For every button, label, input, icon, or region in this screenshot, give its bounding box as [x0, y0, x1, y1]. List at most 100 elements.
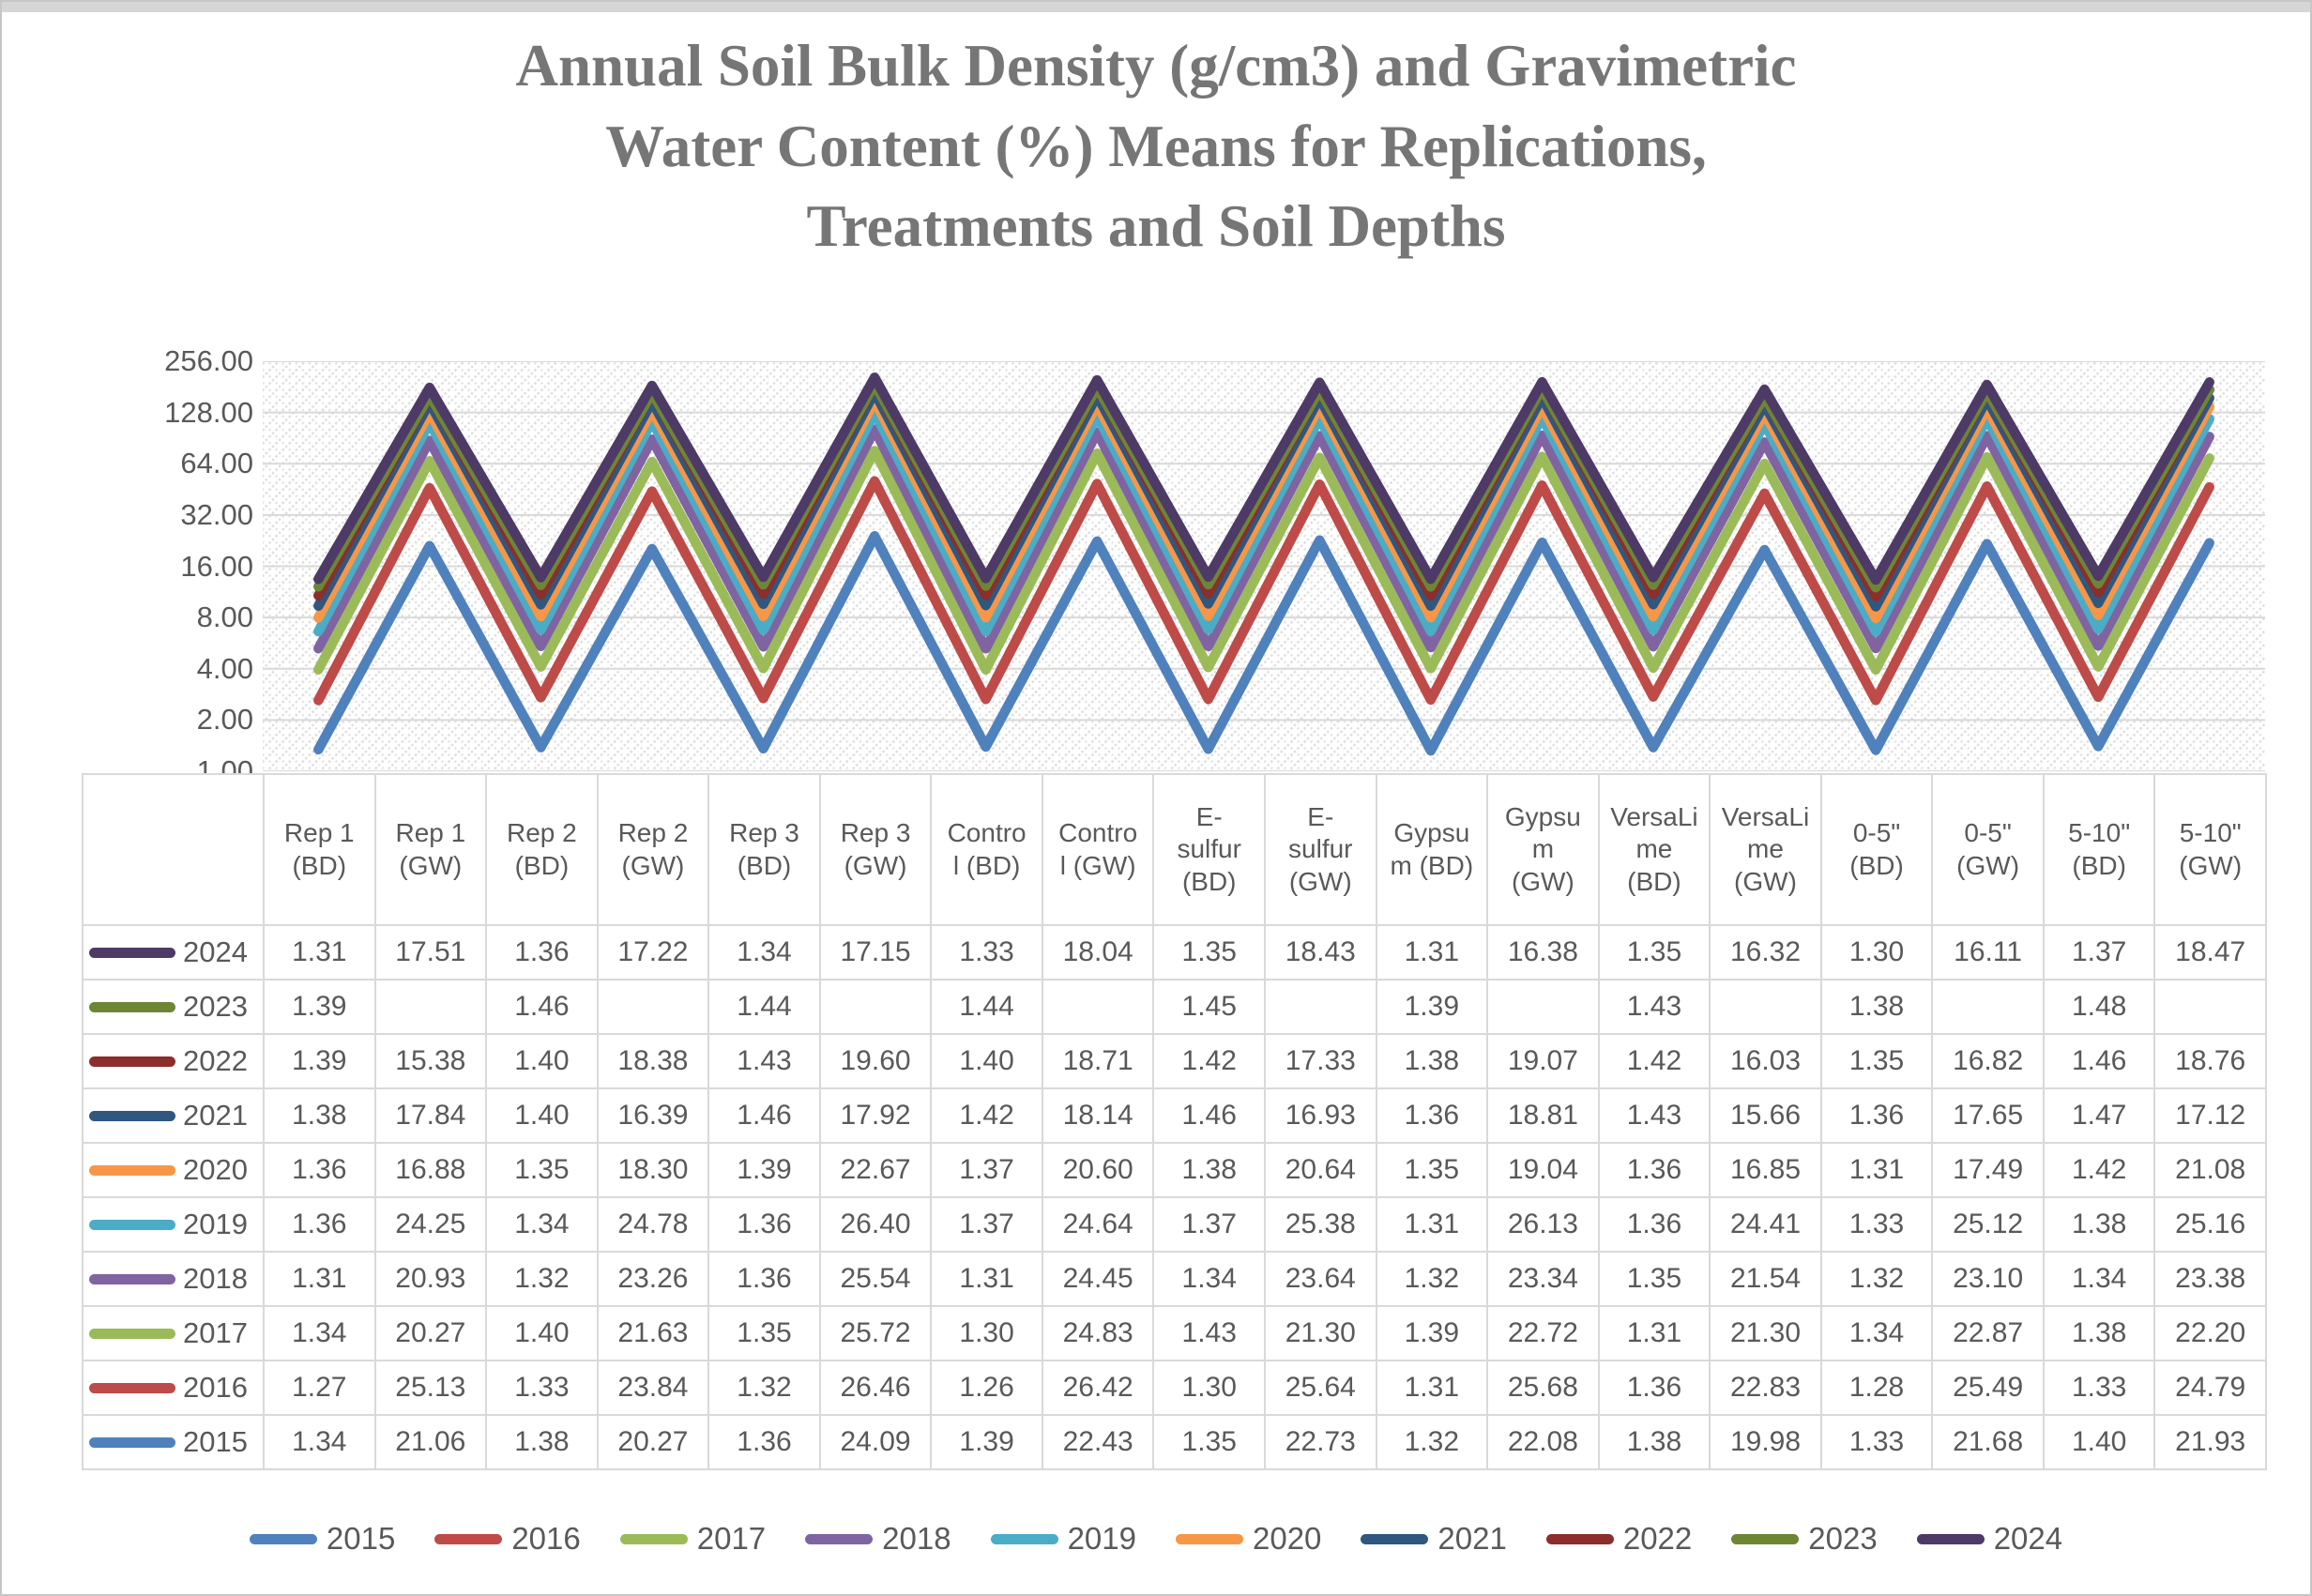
table-value-cell: 1.43: [1599, 1089, 1711, 1144]
table-value-cell: 1.38: [1599, 1416, 1711, 1470]
table-value-cell: 1.36: [1599, 1361, 1711, 1416]
table-value-cell: 1.32: [1821, 1253, 1934, 1307]
top-border-strip: [2, 2, 2310, 12]
table-value-cell: 1.39: [932, 1416, 1043, 1470]
table-value-cell: [1933, 980, 2045, 1035]
table-row-label-2024: 2024: [84, 926, 265, 980]
table-column-header: Contro l (BD): [932, 775, 1043, 926]
table-value-cell: 25.13: [375, 1361, 488, 1416]
table-value-cell: 17.49: [1933, 1144, 2045, 1198]
table-value-cell: 1.34: [265, 1307, 376, 1361]
table-value-cell: [2155, 980, 2267, 1035]
legend-label: 2022: [1622, 1521, 1693, 1556]
table-value-cell: 1.43: [1154, 1307, 1266, 1361]
table-value-cell: 15.66: [1711, 1089, 1822, 1144]
table-value-cell: 21.93: [2155, 1416, 2267, 1470]
table-value-cell: 20.60: [1042, 1144, 1155, 1198]
table-value-cell: 1.48: [2044, 980, 2156, 1035]
table-value-cell: 18.47: [2155, 926, 2267, 980]
table-row-label-2023: 2023: [84, 980, 265, 1035]
legend-item-2017[interactable]: 2017: [619, 1521, 766, 1557]
series-marker-icon: [89, 1382, 175, 1393]
legend-label: 2023: [1808, 1521, 1878, 1556]
table-value-cell: 20.27: [598, 1416, 710, 1470]
table-value-cell: 24.09: [820, 1416, 933, 1470]
table-value-cell: [375, 980, 488, 1035]
row-year-label: 2023: [183, 990, 248, 1023]
legend-item-2018[interactable]: 2018: [805, 1521, 951, 1557]
table-row-label-2018: 2018: [84, 1253, 265, 1307]
table-value-cell: 1.34: [265, 1416, 376, 1470]
series-line-2018[interactable]: [313, 424, 2214, 654]
table-value-cell: 1.34: [1821, 1307, 1934, 1361]
legend-item-2019[interactable]: 2019: [990, 1521, 1136, 1557]
legend-item-2015[interactable]: 2015: [249, 1521, 396, 1557]
legend-label: 2021: [1437, 1521, 1507, 1556]
table-value-cell: 16.39: [598, 1089, 710, 1144]
table-value-cell: 20.64: [1266, 1144, 1377, 1198]
table-value-cell: 21.30: [1711, 1307, 1822, 1361]
legend-line-icon: [1731, 1533, 1800, 1544]
table-value-cell: 1.32: [1377, 1416, 1489, 1470]
y-axis-tick-label: 32.00: [180, 497, 253, 531]
table-value-cell: [820, 980, 933, 1035]
table-value-cell: 1.36: [1599, 1198, 1711, 1253]
table-value-cell: 1.35: [487, 1144, 599, 1198]
legend-label: 2015: [326, 1521, 396, 1556]
table-column-header: VersaLi me (BD): [1599, 775, 1711, 926]
chart-title[interactable]: Annual Soil Bulk Density (g/cm3) and Gra…: [2, 26, 2310, 267]
table-value-cell: 1.31: [1821, 1144, 1934, 1198]
legend-item-2024[interactable]: 2024: [1916, 1521, 2063, 1557]
series-line-2017[interactable]: [313, 446, 2214, 675]
table-value-cell: 1.39: [265, 1035, 376, 1089]
plot-area[interactable]: [263, 361, 2265, 771]
table-value-cell: 22.67: [820, 1144, 933, 1198]
legend-line-icon: [1545, 1533, 1614, 1544]
table-value-cell: 18.14: [1042, 1089, 1155, 1144]
series-line-2016[interactable]: [313, 476, 2214, 706]
table-value-cell: 1.31: [265, 926, 376, 980]
table-value-cell: 1.32: [1377, 1253, 1489, 1307]
table-value-cell: 1.38: [1821, 980, 1934, 1035]
table-column-header: Rep 2 (BD): [487, 775, 599, 926]
legend-item-2016[interactable]: 2016: [434, 1521, 581, 1557]
legend-line-icon: [1176, 1533, 1243, 1544]
legend-item-2022[interactable]: 2022: [1545, 1521, 1693, 1557]
legend-label: 2020: [1253, 1521, 1322, 1556]
series-line-2019[interactable]: [313, 407, 2214, 637]
table-value-cell: 1.34: [1154, 1253, 1266, 1307]
series-line-2015[interactable]: [313, 531, 2214, 756]
legend-label: 2024: [1993, 1521, 2063, 1556]
table-value-cell: 25.72: [820, 1307, 933, 1361]
table-value-cell: 20.93: [375, 1253, 488, 1307]
table-column-header: 5-10" (BD): [2044, 775, 2156, 926]
table-value-cell: 22.20: [2155, 1307, 2267, 1361]
legend-item-2023[interactable]: 2023: [1731, 1521, 1878, 1557]
row-year-label: 2015: [183, 1425, 248, 1458]
chart-legend: 2015 2016 2017 2018 2019 2020 2021 2022 2023 2024: [2, 1509, 2310, 1569]
table-column-header: Rep 3 (BD): [709, 775, 821, 926]
table-value-cell: 1.46: [487, 980, 599, 1035]
table-value-cell: 1.31: [265, 1253, 376, 1307]
table-value-cell: 1.40: [487, 1307, 599, 1361]
table-value-cell: 1.33: [932, 926, 1043, 980]
table-column-header: Gypsu m (GW): [1488, 775, 1600, 926]
table-value-cell: 1.31: [932, 1253, 1043, 1307]
legend-line-icon: [805, 1533, 874, 1544]
row-year-label: 2017: [183, 1316, 248, 1349]
table-value-cell: 23.64: [1266, 1253, 1377, 1307]
table-value-cell: 25.12: [1933, 1198, 2045, 1253]
table-value-cell: 1.35: [1377, 1144, 1489, 1198]
table-column-header: Rep 1 (BD): [265, 775, 376, 926]
legend-item-2021[interactable]: 2021: [1361, 1521, 1507, 1557]
table-value-cell: 20.27: [375, 1307, 488, 1361]
series-marker-icon: [89, 947, 175, 958]
table-value-cell: 16.85: [1711, 1144, 1822, 1198]
table-column-header: E- sulfur (GW): [1266, 775, 1377, 926]
table-value-cell: 1.34: [2044, 1253, 2156, 1307]
series-line-2024[interactable]: [313, 372, 2214, 585]
table-value-cell: 24.64: [1042, 1198, 1155, 1253]
legend-line-icon: [434, 1533, 503, 1544]
table-value-cell: 1.28: [1821, 1361, 1934, 1416]
legend-item-2020[interactable]: 2020: [1176, 1521, 1321, 1557]
